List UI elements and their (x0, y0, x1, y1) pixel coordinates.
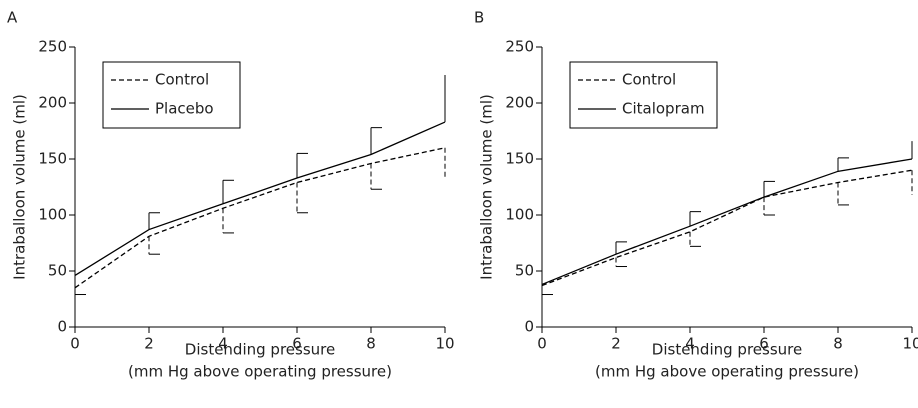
x-tick-label: 8 (366, 335, 376, 353)
y-tick-label: 0 (57, 318, 67, 336)
x-tick-label: 2 (611, 335, 621, 353)
y-tick-label: 250 (38, 38, 67, 56)
panel-label: B (474, 9, 484, 27)
legend-label: Citalopram (622, 100, 705, 118)
y-tick-label: 0 (524, 318, 534, 336)
legend-label: Control (155, 71, 209, 89)
error-bar (296, 152, 308, 179)
error-bar (222, 208, 234, 234)
error-bar (541, 285, 553, 296)
x-tick-label: 0 (537, 335, 547, 353)
x-axis-label: (mm Hg above operating pressure) (595, 363, 859, 381)
x-tick-label: 2 (144, 335, 154, 353)
error-bar (148, 212, 160, 230)
legend-box (569, 61, 718, 129)
x-tick-label: 10 (435, 335, 454, 353)
x-tick-label: 8 (833, 335, 843, 353)
error-bar (74, 287, 86, 296)
x-tick-label: 6 (292, 335, 302, 353)
error-bar (148, 236, 160, 255)
y-tick-label: 150 (505, 150, 534, 168)
y-tick-label: 150 (38, 150, 67, 168)
y-tick-label: 200 (38, 94, 67, 112)
error-bar (222, 179, 234, 204)
error-bar (763, 180, 775, 198)
legend-label: Control (622, 71, 676, 89)
error-bar (689, 231, 701, 247)
x-axis-label: Distending pressure (185, 341, 335, 359)
y-tick-label: 200 (505, 94, 534, 112)
x-tick-label: 4 (218, 335, 228, 353)
y-tick-label: 250 (505, 38, 534, 56)
y-axis-label: Intraballoon volume (ml) (478, 94, 496, 280)
y-axis-label: Intraballoon volume (ml) (11, 94, 29, 280)
error-bar (837, 157, 849, 172)
error-bar (615, 241, 627, 255)
y-tick-label: 50 (515, 262, 534, 280)
legend-label: Placebo (155, 100, 214, 118)
y-tick-label: 100 (38, 206, 67, 224)
error-bar (689, 211, 701, 227)
x-tick-label: 0 (70, 335, 80, 353)
x-tick-label: 6 (759, 335, 769, 353)
series-line (74, 121, 446, 277)
error-bar (615, 257, 627, 268)
x-axis-label: (mm Hg above operating pressure) (128, 363, 392, 381)
y-tick-label: 100 (505, 206, 534, 224)
legend-box (102, 61, 241, 129)
error-bar (837, 182, 849, 206)
error-bar (370, 163, 382, 190)
y-tick-label: 50 (48, 262, 67, 280)
x-tick-label: 10 (902, 335, 918, 353)
series-line (541, 158, 913, 286)
x-axis-label: Distending pressure (652, 341, 802, 359)
series-line (541, 169, 913, 287)
error-bar (763, 197, 775, 216)
x-tick-label: 4 (685, 335, 695, 353)
panel-label: A (7, 9, 18, 27)
error-bar (296, 182, 308, 214)
series-line (74, 147, 446, 289)
error-bar (370, 127, 382, 155)
